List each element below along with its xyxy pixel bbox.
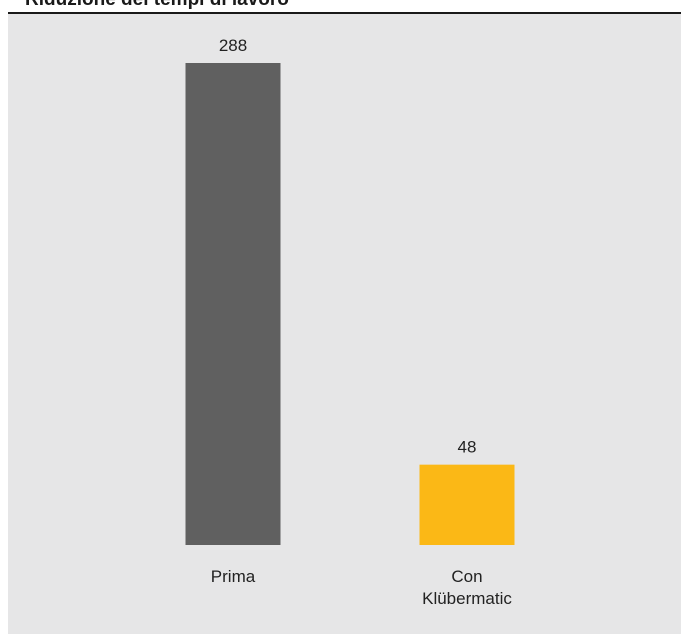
bar-0 [185, 63, 281, 545]
plot-area [8, 14, 681, 634]
bar-1 [419, 464, 515, 545]
chart-title: Riduzione dei tempi di lavoro [25, 0, 289, 11]
category-label-0: Prima [153, 566, 313, 588]
bars-group [185, 63, 515, 545]
category-label-1: Con Klübermatic [387, 566, 547, 610]
title-rule [8, 12, 681, 14]
data-label-1: 48 [458, 438, 477, 457]
category-label-line: Prima [210, 567, 256, 586]
category-label-line: Con [451, 567, 483, 586]
data-label-0: 288 [219, 36, 247, 55]
category-label-line: Klübermatic [422, 589, 512, 608]
data-labels-group: 288 48 [219, 36, 477, 457]
